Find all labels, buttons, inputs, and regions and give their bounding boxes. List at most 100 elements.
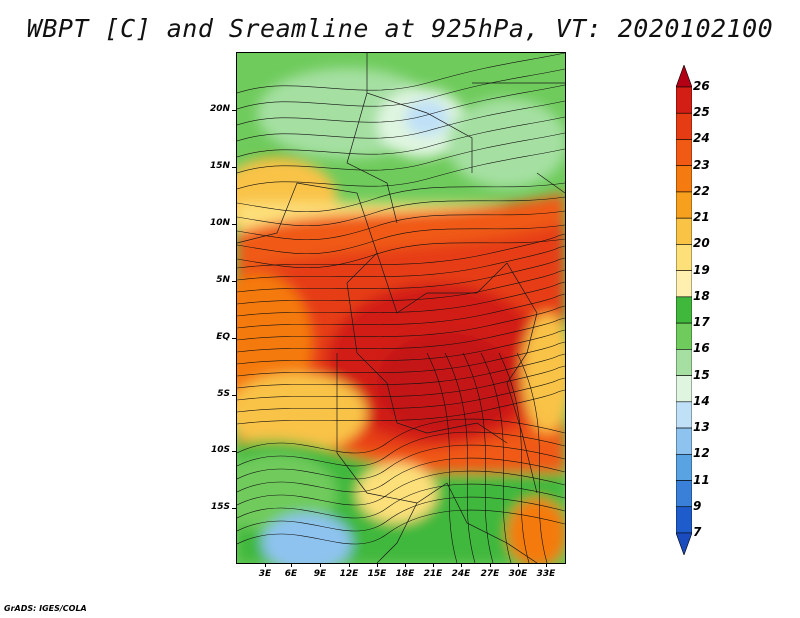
colorbar-label: 16 bbox=[693, 341, 710, 356]
colorbar-label: 21 bbox=[693, 210, 710, 225]
streamline bbox=[237, 68, 565, 110]
x-tick bbox=[546, 563, 547, 567]
streamline bbox=[237, 53, 565, 94]
colorbar-segment bbox=[676, 244, 692, 271]
colorbar-segment bbox=[676, 480, 692, 508]
x-tick-label: 9E bbox=[313, 569, 327, 579]
streamline bbox=[237, 483, 565, 519]
y-tick bbox=[232, 110, 236, 111]
x-tick bbox=[291, 563, 292, 567]
streamline bbox=[237, 317, 565, 353]
wbpt-field bbox=[237, 53, 565, 563]
y-tick bbox=[232, 508, 236, 509]
streamline bbox=[237, 116, 565, 158]
x-tick-label: 12E bbox=[339, 569, 359, 579]
colorbar-label: 24 bbox=[693, 131, 710, 146]
streamline bbox=[237, 509, 565, 545]
x-tick bbox=[433, 563, 434, 567]
streamline bbox=[480, 352, 512, 563]
y-tick-label: 5S bbox=[217, 389, 230, 399]
colorbar-label: 9 bbox=[693, 498, 702, 513]
y-tick-label: 15N bbox=[209, 161, 230, 171]
colorbar-segment bbox=[676, 453, 692, 481]
streamline bbox=[237, 431, 565, 467]
colorbar-segment bbox=[676, 322, 692, 350]
colorbar-segment bbox=[676, 401, 692, 429]
footer-credit: GrADS: IGES/COLA bbox=[4, 604, 87, 613]
colorbar-segment bbox=[676, 427, 692, 455]
colorbar-label: 11 bbox=[693, 472, 710, 487]
x-tick-label: 6E bbox=[284, 569, 298, 579]
y-tick bbox=[232, 224, 236, 225]
colorbar-bottom-arrow bbox=[676, 532, 692, 555]
colorbar bbox=[676, 65, 692, 555]
colorbar-label: 26 bbox=[693, 79, 710, 93]
colorbar-label: 15 bbox=[693, 367, 710, 382]
colorbar-segment bbox=[676, 191, 692, 219]
streamline bbox=[237, 233, 565, 269]
map-panel bbox=[236, 52, 566, 564]
x-tick bbox=[265, 563, 266, 567]
x-tick-label: 21E bbox=[423, 569, 443, 579]
colorbar-top-arrow bbox=[676, 65, 692, 88]
colorbar-segment bbox=[676, 296, 692, 324]
streamline bbox=[237, 210, 565, 240]
x-tick-label: 18E bbox=[395, 569, 415, 579]
colorbar-label: 13 bbox=[693, 420, 710, 435]
x-tick-label: 33E bbox=[536, 569, 556, 579]
colorbar-label: 25 bbox=[693, 105, 710, 120]
y-tick bbox=[232, 395, 236, 396]
streamline bbox=[462, 352, 494, 563]
y-tick-label: 10S bbox=[210, 445, 230, 455]
chart-title: WBPT [C] and Sreamline at 925hPa, VT: 20… bbox=[26, 14, 774, 43]
streamline bbox=[444, 352, 476, 563]
streamline bbox=[237, 293, 565, 329]
y-tick bbox=[232, 281, 236, 282]
streamline bbox=[237, 245, 565, 281]
x-tick bbox=[349, 563, 350, 567]
streamline bbox=[237, 257, 565, 293]
streamline bbox=[237, 365, 565, 401]
x-tick bbox=[405, 563, 406, 567]
colorbar-label: 7 bbox=[693, 525, 702, 539]
streamline bbox=[237, 182, 565, 212]
colorbar-segment bbox=[676, 165, 692, 193]
streamline bbox=[237, 305, 565, 341]
streamline bbox=[237, 84, 565, 126]
colorbar-segment bbox=[676, 349, 692, 376]
y-tick bbox=[232, 338, 236, 339]
colorbar-label: 19 bbox=[693, 262, 710, 277]
colorbar-segment bbox=[676, 217, 692, 245]
streamline bbox=[237, 132, 565, 174]
x-tick-label: 27E bbox=[480, 569, 500, 579]
y-tick bbox=[232, 167, 236, 168]
streamline bbox=[237, 224, 565, 254]
streamline bbox=[237, 457, 565, 493]
y-tick-label: 10N bbox=[209, 218, 230, 228]
colorbar-segment bbox=[676, 112, 692, 140]
x-tick bbox=[518, 563, 519, 567]
x-tick-label: 24E bbox=[451, 569, 471, 579]
colorbar-label: 22 bbox=[693, 183, 710, 198]
colorbar-label: 18 bbox=[693, 288, 710, 303]
x-tick bbox=[320, 563, 321, 567]
streamline bbox=[237, 444, 565, 480]
streamline bbox=[237, 269, 565, 305]
colorbar-segment bbox=[676, 506, 692, 534]
streamline bbox=[516, 352, 548, 563]
streamline bbox=[237, 496, 565, 532]
streamline bbox=[237, 470, 565, 506]
streamline bbox=[237, 341, 565, 377]
streamline bbox=[237, 148, 565, 190]
x-tick bbox=[377, 563, 378, 567]
x-tick-label: 15E bbox=[367, 569, 387, 579]
colorbar-segment bbox=[676, 270, 692, 298]
streamline bbox=[237, 389, 565, 425]
colorbar-label: 14 bbox=[693, 393, 710, 408]
x-tick bbox=[461, 563, 462, 567]
streamline bbox=[237, 281, 565, 317]
y-tick-label: 20N bbox=[209, 104, 230, 114]
streamline bbox=[426, 352, 458, 563]
streamline bbox=[498, 352, 530, 563]
